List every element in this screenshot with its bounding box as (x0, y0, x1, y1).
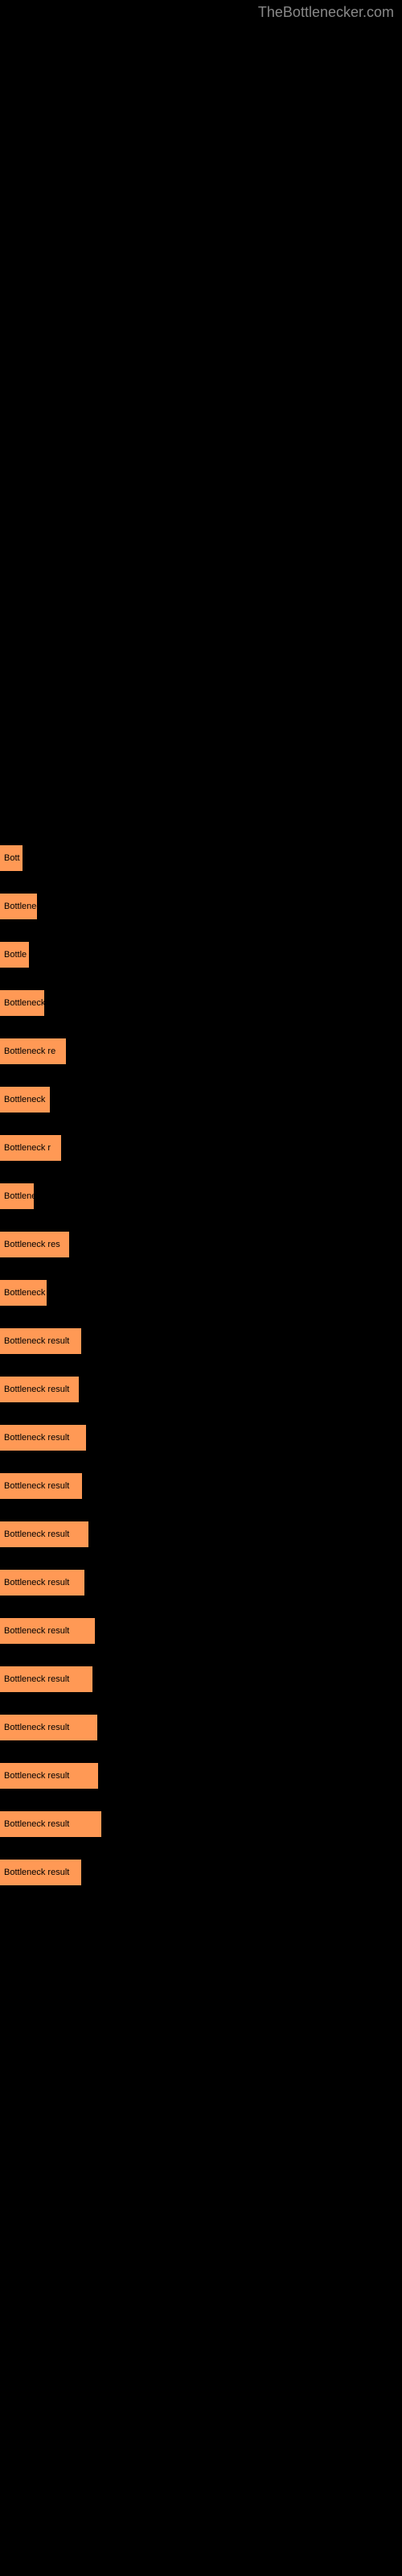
bar: Bottleneck re (0, 1038, 66, 1064)
bar-row: Bottleneck (0, 1280, 402, 1306)
bar: Bottle (0, 942, 29, 968)
bar: Bottleneck (0, 990, 44, 1016)
bar-row: Bottleneck result (0, 1666, 402, 1692)
bar-row: Bottleneck (0, 1087, 402, 1113)
watermark-text: TheBottlenecker.com (258, 4, 394, 21)
bar-chart: Bott Bottlened Bottle Bottleneck Bottleneck … (0, 0, 402, 1924)
bar: Bottleneck result (0, 1715, 97, 1740)
bar-row: Bottleneck (0, 990, 402, 1016)
bar: Bottleneck result (0, 1521, 88, 1547)
bar: Bottleneck result (0, 1860, 81, 1885)
bar: Bottleneck res (0, 1232, 69, 1257)
bar-row: Bott (0, 845, 402, 871)
bar-row: Bottleneck result (0, 1860, 402, 1885)
bar: Bott (0, 845, 23, 871)
bar-row: Bottleneck result (0, 1521, 402, 1547)
bar-row: Bottleneck result (0, 1473, 402, 1499)
bar-row: Bottle (0, 942, 402, 968)
bar: Bottleneck (0, 1087, 50, 1113)
bar-row: Bottleneck result (0, 1328, 402, 1354)
bar-row: Bottleneck re (0, 1038, 402, 1064)
bar-row: Bottleneck result (0, 1715, 402, 1740)
bar-row: Bottleneck result (0, 1763, 402, 1789)
bar: Bottlene (0, 1183, 34, 1209)
bar-row: Bottleneck result (0, 1811, 402, 1837)
bar-row: Bottlened (0, 894, 402, 919)
bar-row: Bottleneck result (0, 1425, 402, 1451)
bar-row: Bottleneck r (0, 1135, 402, 1161)
bar-row: Bottleneck res (0, 1232, 402, 1257)
bar: Bottleneck result (0, 1811, 101, 1837)
bar-row: Bottleneck result (0, 1618, 402, 1644)
bar-row: Bottleneck result (0, 1570, 402, 1596)
bar: Bottleneck r (0, 1135, 61, 1161)
bar: Bottleneck result (0, 1377, 79, 1402)
bar: Bottleneck (0, 1280, 47, 1306)
bar: Bottleneck result (0, 1570, 84, 1596)
bar-row: Bottlene (0, 1183, 402, 1209)
bar: Bottleneck result (0, 1328, 81, 1354)
bar: Bottleneck result (0, 1473, 82, 1499)
bar: Bottleneck result (0, 1666, 92, 1692)
bar: Bottleneck result (0, 1425, 86, 1451)
bar: Bottleneck result (0, 1763, 98, 1789)
bar: Bottlened (0, 894, 37, 919)
bar: Bottleneck result (0, 1618, 95, 1644)
bar-row: Bottleneck result (0, 1377, 402, 1402)
